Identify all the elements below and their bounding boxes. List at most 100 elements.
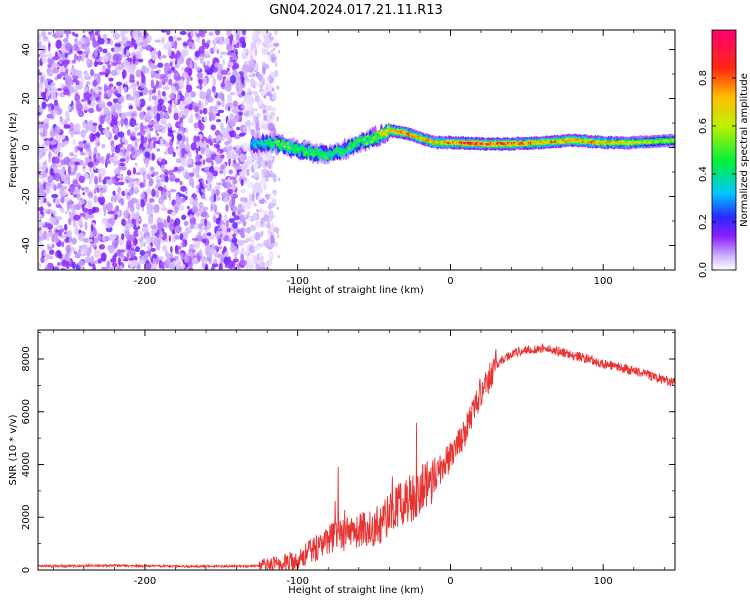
spectrogram-noise-cell (52, 67, 59, 74)
spectrogram-noise-cell (226, 151, 232, 159)
spectrogram-noise-cell (264, 161, 268, 167)
spectrogram-noise-cell (59, 142, 66, 148)
spectrogram-noise-cell (156, 112, 161, 122)
spectrogram-noise-cell (82, 162, 88, 168)
spectrogram-noise-cell (237, 203, 243, 212)
spectrogram-noise-cell (50, 167, 54, 177)
spectrogram-noise-cell (255, 38, 263, 43)
spectrogram-noise-cell (135, 217, 142, 222)
spectrogram-noise-cell (148, 197, 155, 203)
spectrogram-noise-cell (220, 164, 225, 170)
spectrogram-noise-cell (170, 212, 175, 216)
spectrogram-noise-cell (161, 158, 167, 165)
spectrogram-noise-cell (174, 235, 180, 240)
spectrogram-noise-cell (190, 113, 193, 123)
spectrogram-noise-layer (38, 30, 281, 270)
spectrogram-noise-cell (92, 80, 98, 87)
spectrogram-noise-cell (127, 57, 133, 63)
spectrogram-noise-cell (172, 168, 178, 173)
spectrogram-noise-cell (134, 162, 138, 167)
spectrogram-noise-cell (250, 104, 254, 113)
spectrogram-noise-cell (232, 62, 240, 70)
spectrogram-noise-cell (190, 91, 196, 98)
spectrogram-noise-cell (243, 162, 248, 167)
spectrogram-noise-cell (134, 148, 138, 157)
spectrogram-noise-cell (180, 57, 184, 65)
spectrogram-noise-cell (181, 197, 186, 203)
spectrogram-noise-cell (123, 42, 130, 47)
spectrogram-noise-cell (235, 173, 238, 178)
spectrogram-noise-cell (146, 173, 151, 180)
spectrogram-signal-cell (360, 139, 364, 143)
spectrogram-noise-cell (233, 227, 240, 236)
spectrogram-noise-cell (119, 158, 126, 163)
spectrogram-noise-cell (253, 245, 260, 251)
spectrogram-signal-cell (274, 140, 278, 144)
spectrogram-noise-cell (143, 38, 151, 45)
spectrogram-noise-cell (216, 101, 222, 106)
spectrogram-noise-cell (117, 186, 121, 194)
spectrogram-noise-cell (206, 138, 213, 144)
spectrogram-noise-cell (71, 59, 77, 64)
spectrogram-noise-cell (267, 229, 271, 234)
spectrogram-noise-cell (154, 73, 161, 79)
spectrogram-noise-cell (246, 168, 250, 177)
spectrogram-noise-cell (262, 66, 266, 75)
spectrogram-noise-cell (112, 262, 118, 268)
spectrogram-noise-cell (252, 153, 259, 161)
spectrogram-noise-cell (58, 72, 67, 77)
spectrogram-noise-cell (143, 142, 149, 148)
spectrogram-noise-cell (114, 127, 118, 135)
spectrogram-noise-cell (74, 145, 78, 154)
spectrogram-noise-cell (121, 136, 127, 143)
spectrogram-noise-cell (254, 63, 258, 72)
spectrogram-noise-cell (74, 33, 79, 38)
x-tick-label: 0 (447, 276, 453, 287)
spectrogram-noise-cell (261, 47, 266, 55)
spectrogram-noise-cell (48, 246, 53, 250)
spectrogram-noise-cell (53, 99, 59, 107)
spectrogram-noise-cell (139, 169, 145, 173)
spectrogram-noise-cell (56, 103, 60, 111)
spectrogram-noise-cell (195, 66, 201, 72)
spectrogram-noise-cell (127, 247, 132, 257)
spectrogram-noise-cell (173, 112, 179, 121)
spectrogram-noise-cell (155, 189, 160, 199)
spectrogram-noise-cell (203, 115, 208, 122)
spectrogram-noise-cell (116, 193, 122, 201)
spectrogram-noise-cell (161, 265, 165, 270)
spectrogram-noise-cell (271, 198, 277, 205)
spectrogram-noise-cell (204, 166, 211, 171)
spectrogram-noise-cell (164, 65, 171, 72)
snr-y-ticks: 0 2000 4000 6000 8000 (21, 332, 675, 573)
spectrogram-noise-cell (169, 173, 176, 182)
spectrogram-noise-cell (126, 129, 131, 136)
y-tick-label: 6000 (21, 399, 32, 424)
spectrogram-noise-cell (117, 257, 121, 266)
spectrogram-noise-cell (169, 188, 177, 193)
spectrogram-noise-cell (84, 256, 91, 264)
spectrogram-noise-cell (147, 132, 151, 140)
spectrogram-noise-cell (209, 75, 215, 79)
spectrogram-noise-cell (248, 126, 252, 133)
spectrogram-noise-cell (175, 197, 183, 206)
spectrogram-noise-cell (247, 201, 255, 206)
spectrogram-noise-cell (79, 212, 85, 217)
spectrogram-noise-cell (52, 55, 60, 61)
spectrogram-noise-cell (156, 148, 161, 152)
spectrogram-noise-cell (115, 205, 120, 210)
spectrogram-noise-cell (110, 195, 114, 203)
spectrogram-noise-cell (254, 231, 261, 241)
spectrogram-noise-cell (158, 196, 165, 205)
spectrogram-noise-cell (106, 179, 114, 186)
spectrogram-noise-cell (140, 192, 146, 200)
spectrogram-noise-cell (45, 181, 52, 189)
spectrogram-noise-cell (188, 151, 192, 159)
spectrogram-noise-cell (267, 220, 271, 224)
spectrogram-noise-cell (47, 31, 52, 36)
spectrogram-noise-cell (247, 265, 253, 270)
spectrogram-noise-cell (91, 206, 96, 214)
spectrogram-noise-cell (106, 101, 113, 107)
spectrogram-noise-cell (102, 64, 107, 73)
